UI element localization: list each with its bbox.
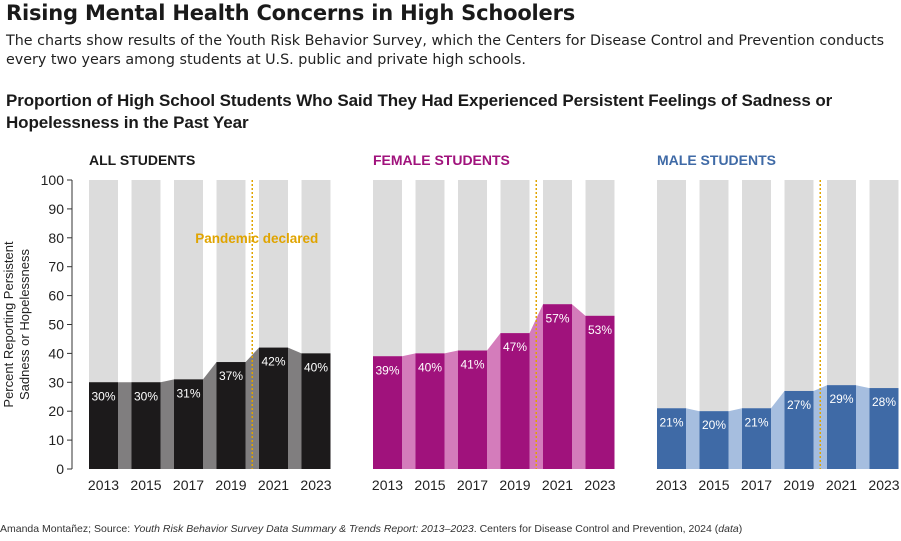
x-tick-label: 2017 <box>741 477 772 493</box>
bar <box>784 390 814 469</box>
bar <box>500 333 530 469</box>
bar <box>827 385 856 469</box>
x-tick-label: 2019 <box>783 477 814 493</box>
bar-value-label: 57% <box>545 311 569 325</box>
bar-value-label: 40% <box>304 360 328 374</box>
bar-value-label: 47% <box>503 340 527 354</box>
x-tick-label: 2019 <box>499 477 530 493</box>
source-footer: Amanda Montañez; Source: Youth Risk Beha… <box>0 523 742 535</box>
y-tick-label: 40 <box>48 345 64 361</box>
x-tick-label: 2015 <box>414 477 445 493</box>
connecting-band <box>657 385 899 469</box>
x-tick-label: 2023 <box>868 477 899 493</box>
bar-value-label: 41% <box>460 358 484 372</box>
footer-credit: Amanda Montañez; Source: <box>0 523 134 535</box>
x-tick-label: 2013 <box>656 477 687 493</box>
x-tick-label: 2023 <box>300 477 331 493</box>
bar-value-label: 30% <box>91 389 115 403</box>
panel-title: MALE STUDENTS <box>657 152 776 168</box>
bar <box>373 356 402 469</box>
y-axis-label: Percent Reporting Persistent <box>1 241 16 408</box>
bar <box>301 353 331 469</box>
y-axis-label-line2: Sadness or Hopelessness <box>17 248 32 400</box>
bar-value-label: 31% <box>176 386 200 400</box>
y-tick-label: 80 <box>48 230 64 246</box>
bar <box>216 362 246 469</box>
footer-publisher: . Centers for Disease Control and Preven… <box>473 523 719 535</box>
footer-data-link[interactable]: data <box>718 523 739 535</box>
bar <box>585 315 615 469</box>
bar-value-label: 20% <box>702 418 726 432</box>
y-tick-label: 0 <box>56 461 64 477</box>
x-tick-label: 2017 <box>457 477 488 493</box>
bar <box>89 382 118 469</box>
bar-value-label: 30% <box>134 389 158 403</box>
bar-value-label: 27% <box>787 398 811 412</box>
y-tick-label: 60 <box>48 288 64 304</box>
bar <box>259 347 288 469</box>
pandemic-annotation: Pandemic declared <box>195 231 318 246</box>
x-tick-label: 2021 <box>826 477 857 493</box>
bar <box>458 350 487 469</box>
x-tick-label: 2017 <box>173 477 204 493</box>
bar <box>657 408 686 469</box>
bar-value-label: 37% <box>219 369 243 383</box>
x-tick-label: 2013 <box>372 477 403 493</box>
bar-value-label: 40% <box>418 360 442 374</box>
bar-value-label: 29% <box>829 392 853 406</box>
panel-title: FEMALE STUDENTS <box>373 152 510 168</box>
bar <box>869 388 899 469</box>
x-tick-label: 2023 <box>584 477 615 493</box>
bar <box>543 304 572 469</box>
y-tick-label: 70 <box>48 259 64 275</box>
bar <box>131 382 161 469</box>
bar-value-label: 21% <box>744 415 768 429</box>
x-tick-label: 2015 <box>130 477 161 493</box>
page-subtitle: The charts show results of the Youth Ris… <box>6 33 885 68</box>
y-tick-label: 10 <box>48 432 64 448</box>
x-tick-label: 2021 <box>258 477 289 493</box>
footer-source-title: Youth Risk Behavior Survey Data Summary … <box>133 523 474 535</box>
bar-value-label: 42% <box>261 355 285 369</box>
y-tick-label: 30 <box>48 374 64 390</box>
chart-area: Percent Reporting Persistent Sadness or H… <box>1 152 900 493</box>
x-tick-label: 2019 <box>215 477 246 493</box>
bar <box>174 379 203 469</box>
bar-value-label: 21% <box>659 415 683 429</box>
bar <box>415 353 445 469</box>
chart-title: Proportion of High School Students Who S… <box>6 91 833 132</box>
connecting-band <box>89 347 331 469</box>
y-tick-label: 20 <box>48 403 64 419</box>
bar <box>742 408 771 469</box>
x-tick-label: 2013 <box>88 477 119 493</box>
panel-title: ALL STUDENTS <box>89 152 195 168</box>
footer-close: ) <box>738 523 743 535</box>
bar <box>699 411 729 469</box>
page-title: Rising Mental Health Concerns in High Sc… <box>6 1 576 25</box>
connecting-band <box>373 304 615 469</box>
y-tick-label: 50 <box>48 317 64 333</box>
bar-value-label: 53% <box>588 323 612 337</box>
y-tick-label: 100 <box>41 172 65 188</box>
x-tick-label: 2015 <box>698 477 729 493</box>
x-tick-label: 2021 <box>542 477 573 493</box>
bar-value-label: 39% <box>375 363 399 377</box>
y-tick-label: 90 <box>48 201 64 217</box>
bar-value-label: 28% <box>872 395 896 409</box>
